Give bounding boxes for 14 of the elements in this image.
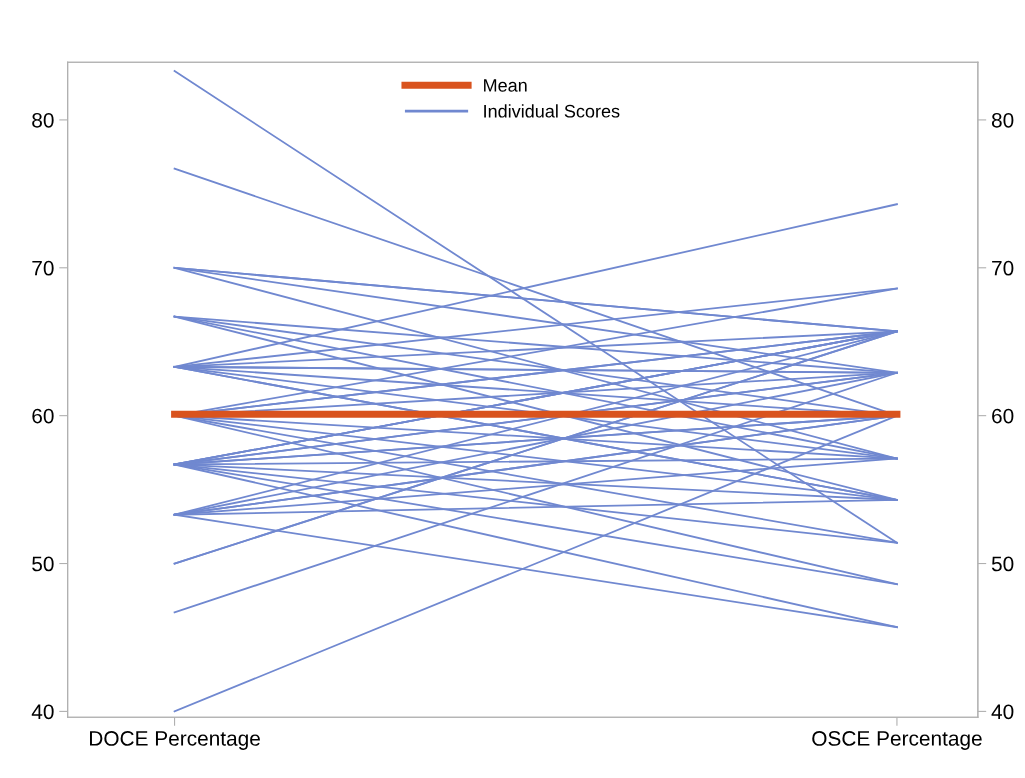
y-tick-label: 70 [32,260,54,276]
y-tick-label: 40 [31,704,54,720]
y2-tick-label: 70 [992,260,1014,276]
x-tick-label: OSCE Percentage [812,731,982,750]
y2-tick-label: 50 [991,556,1014,572]
y-tick-label: 50 [32,556,54,572]
y2-tick-label: 80 [991,112,1014,128]
legend-label: Mean [484,79,527,92]
legend-label: Individual Scores [484,104,620,118]
y2-tick-label: 60 [992,408,1014,424]
y-tick-label: 80 [32,112,54,128]
y2-tick-label: 40 [991,704,1014,720]
x-tick-label: DOCE Percentage [90,731,260,750]
y-tick-label: 60 [32,408,54,424]
